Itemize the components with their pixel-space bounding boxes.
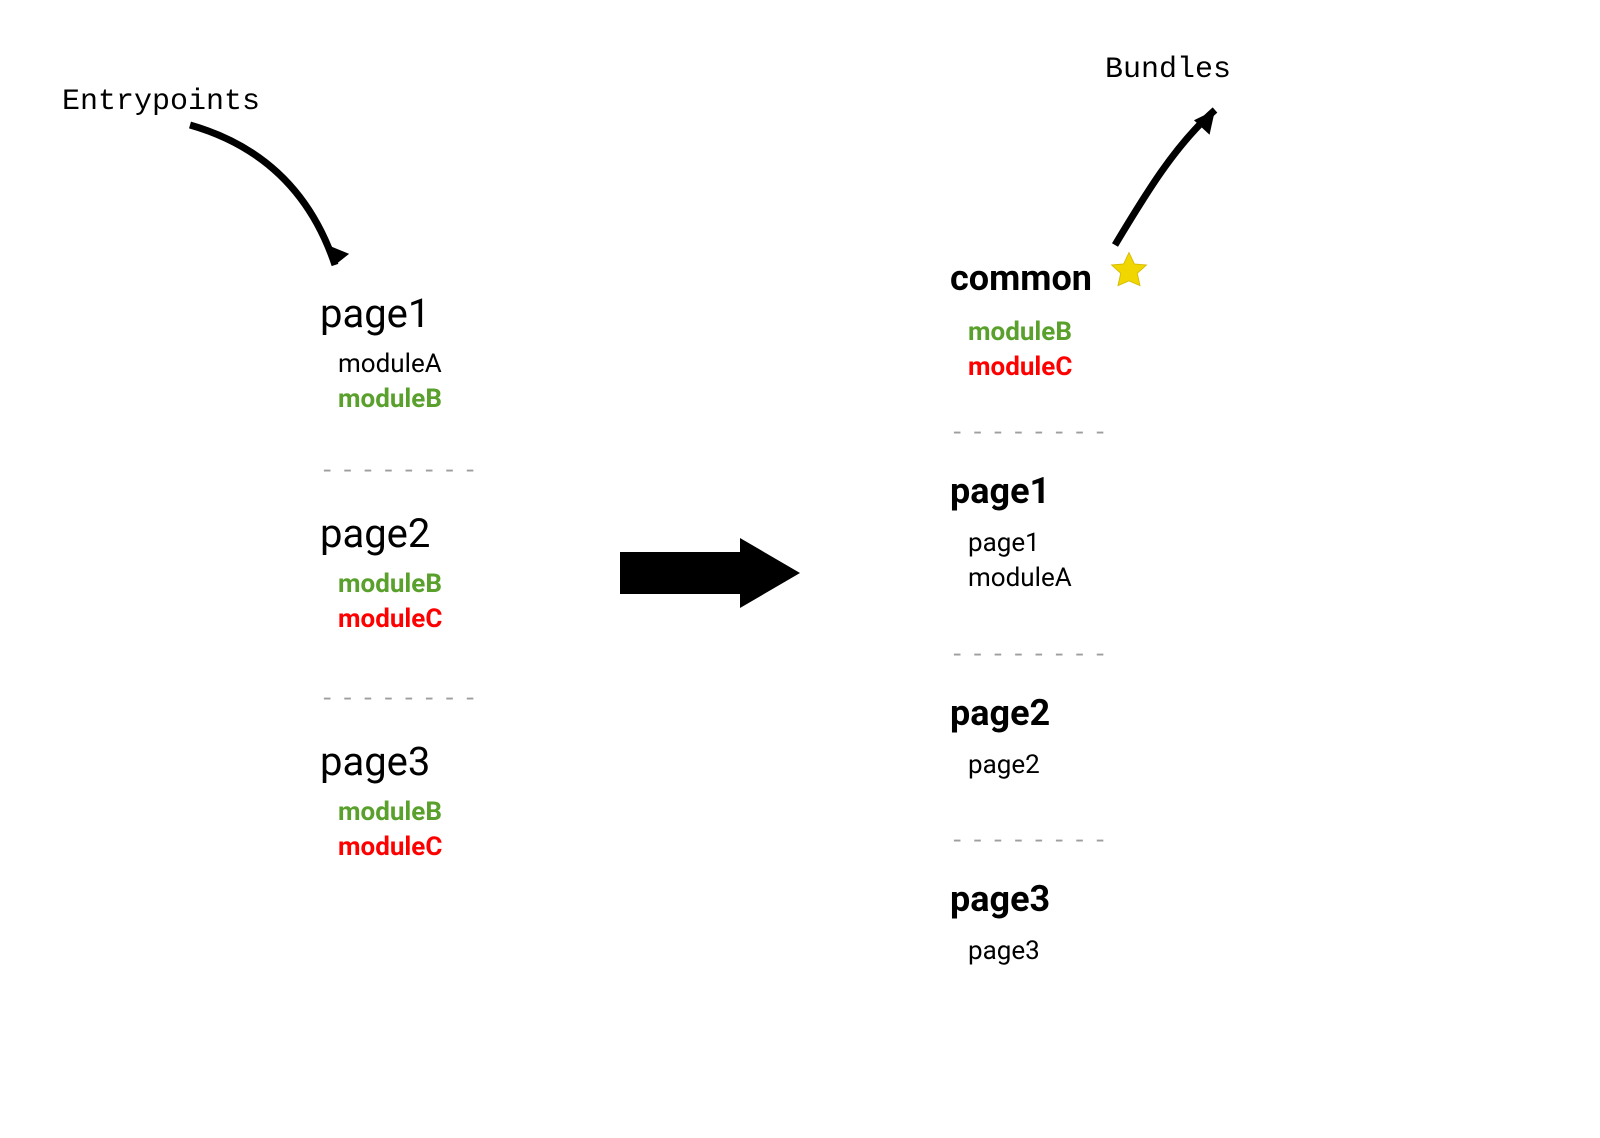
bundle-common-item-1: moduleC [968,350,1151,385]
entry-divider-1: -------- [320,458,483,485]
bundle-divider-1: -------- [950,420,1113,447]
entry-page3-title: page3 [320,738,442,785]
entry-page2-item-1: moduleC [338,602,442,637]
bundle-divider-3: -------- [950,828,1113,855]
bundle-page2-item-0: page2 [968,748,1050,783]
entry-page3-item-0: moduleB [338,795,442,830]
bundles-label: Bundles [1105,53,1231,87]
entry-page1-item-1: moduleB [338,382,442,417]
bundle-page2-title: page2 [950,692,1050,734]
entry-page2-title: page2 [320,510,442,557]
entry-page3: page3 moduleB moduleC [320,738,442,865]
bundle-common-title-text: common [950,257,1092,299]
bundle-page1-title: page1 [950,470,1072,512]
entry-divider-2: -------- [320,686,483,713]
bundle-page1: page1 page1 moduleA [950,470,1072,596]
entrypoints-pointer-icon [180,120,370,290]
star-icon [1107,248,1151,301]
entry-page1-title: page1 [320,290,442,337]
bundle-page3-item-0: page3 [968,934,1050,969]
entrypoints-label: Entrypoints [62,85,260,119]
bundle-common-title: common [950,248,1151,301]
bundle-page2: page2 page2 [950,692,1050,783]
bundle-common-item-0: moduleB [968,315,1151,350]
bundle-common: common moduleB moduleC [950,248,1151,385]
bundle-divider-2: -------- [950,642,1113,669]
entry-page2-item-0: moduleB [338,567,442,602]
entry-page1-item-0: moduleA [338,347,442,382]
entry-page3-item-1: moduleC [338,830,442,865]
bundles-pointer-icon [1095,100,1235,250]
bundle-page3: page3 page3 [950,878,1050,969]
bundle-page3-title: page3 [950,878,1050,920]
bundle-page1-item-0: page1 [968,526,1072,561]
entry-page1: page1 moduleA moduleB [320,290,442,417]
bundle-page1-item-1: moduleA [968,561,1072,596]
center-arrow-icon [620,538,800,608]
entry-page2: page2 moduleB moduleC [320,510,442,637]
